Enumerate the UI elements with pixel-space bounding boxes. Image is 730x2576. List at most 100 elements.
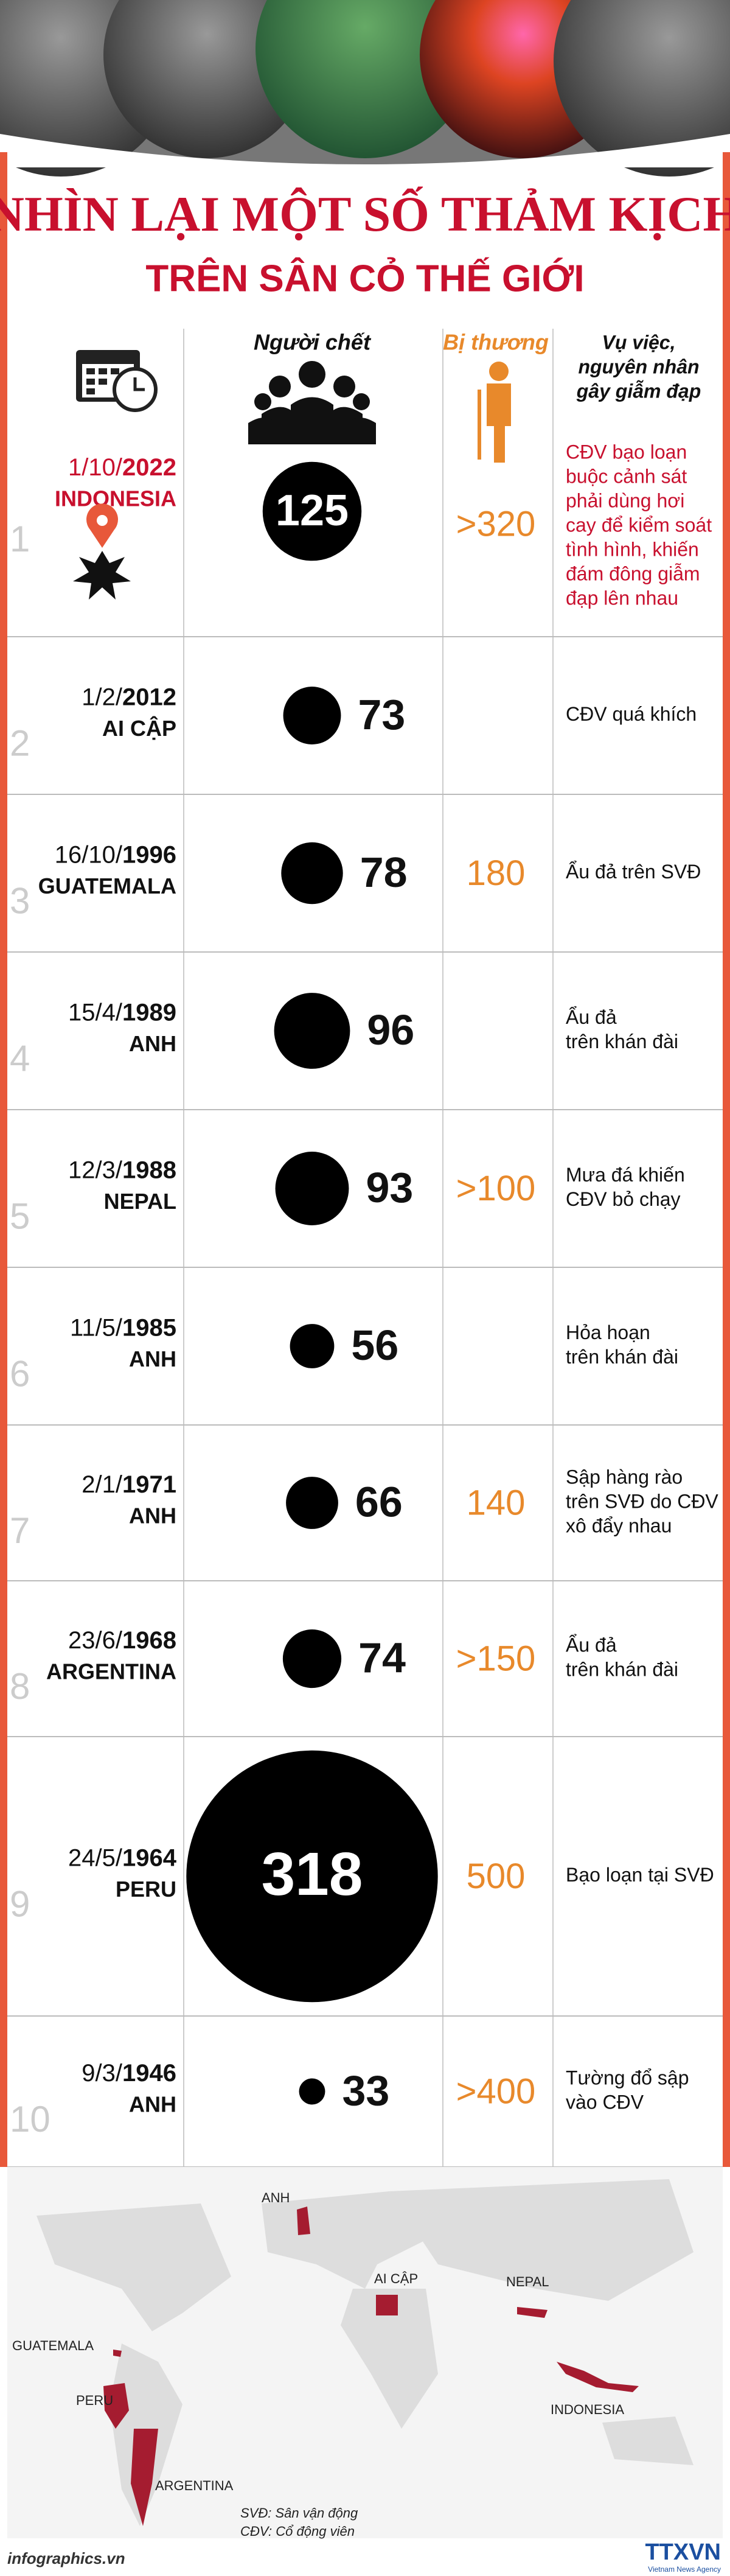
footer-note: CĐV: Cổ động viên — [240, 2524, 355, 2539]
date-year: 1988 — [122, 1157, 176, 1183]
death-circle — [262, 461, 362, 561]
date: 9/3/1946 — [82, 2060, 176, 2087]
date-daymonth: 15/4/ — [68, 999, 123, 1026]
explosion-icon — [73, 551, 131, 600]
row-index: 3 — [10, 880, 30, 921]
pin-dot — [97, 515, 108, 526]
country: INDONESIA — [55, 486, 176, 511]
header-cause: gây giẫm đạp — [576, 380, 701, 402]
cause-line: Ẩu đả — [566, 1006, 617, 1028]
injured-value: >100 — [456, 1169, 536, 1208]
date: 23/6/1968 — [68, 1627, 176, 1654]
cause-line: trên khán đài — [566, 1031, 678, 1052]
people-icon — [248, 361, 376, 444]
death-circle — [282, 1629, 342, 1689]
injured-value: 500 — [467, 1857, 526, 1896]
side-stripe — [723, 152, 730, 2167]
country: PERU — [116, 1877, 176, 1902]
country: ANH — [129, 2092, 176, 2117]
date: 15/4/1989 — [68, 999, 176, 1026]
date-daymonth: 2/1/ — [82, 1471, 123, 1498]
country: AI CẬP — [102, 715, 176, 741]
cause-line: đám đông giẫm — [566, 562, 700, 584]
death-value: 318 — [262, 1840, 363, 1908]
cause-line: phải dùng hơi — [566, 489, 684, 511]
cause-line: Mưa đá khiến — [566, 1164, 685, 1186]
row-index: 9 — [10, 1883, 30, 1924]
country: NEPAL — [104, 1189, 176, 1214]
cause-line: đạp lên nhau — [566, 587, 678, 609]
cause-line: vào CĐV — [566, 2091, 644, 2113]
cause-line: CĐV bạo loạn — [566, 441, 687, 463]
side-stripe — [0, 152, 7, 2167]
date-year: 1946 — [122, 2060, 176, 2087]
cause-line: buộc cảnh sát — [566, 465, 687, 487]
cause-line: Hỏa hoạn — [566, 1321, 650, 1343]
country: GUATEMALA — [38, 873, 176, 898]
subtitle: TRÊN SÂN CỎ THẾ GIỚI — [145, 257, 584, 299]
map-label: ANH — [262, 2190, 290, 2205]
date-daymonth: 16/10/ — [55, 841, 123, 868]
cause-line: Ẩu đả trên SVĐ — [566, 861, 701, 883]
date: 11/5/1985 — [70, 1314, 176, 1341]
header-cause: Vụ việc, — [602, 331, 676, 353]
death-value: 73 — [358, 691, 405, 738]
death-value: 74 — [358, 1634, 406, 1681]
date: 24/5/1964 — [68, 1844, 177, 1871]
map-label: INDONESIA — [551, 2402, 624, 2417]
date: 12/3/1988 — [68, 1157, 176, 1183]
date: 1/10/2022 — [68, 454, 176, 481]
death-value: 125 — [276, 486, 349, 535]
calendar-icon — [76, 350, 158, 412]
date-year: 1971 — [122, 1471, 176, 1498]
injured-icon — [478, 362, 511, 463]
death-value: 93 — [366, 1164, 413, 1211]
death-value: 33 — [342, 2067, 389, 2114]
footer-brand-sub: Vietnam News Agency — [648, 2565, 721, 2574]
death-circle — [283, 687, 341, 744]
map-label: ARGENTINA — [155, 2478, 234, 2493]
footer-note: SVĐ: Sân vận động — [240, 2505, 358, 2521]
death-circle — [275, 1152, 349, 1225]
cause-line: cay để kiểm soát — [566, 514, 712, 536]
header-cause: nguyên nhân — [578, 355, 699, 377]
date-daymonth: 1/2/ — [82, 684, 123, 710]
date: 1/2/2012 — [82, 684, 176, 710]
map: ANH AI CẬP NEPAL GUATEMALA PERU ARGENTIN… — [7, 2167, 723, 2538]
cause-line: Ẩu đả — [566, 1634, 617, 1656]
death-value: 96 — [367, 1006, 414, 1054]
date-daymonth: 23/6/ — [68, 1627, 123, 1654]
injured-value: >150 — [456, 1639, 536, 1678]
date-year: 1989 — [122, 999, 176, 1026]
death-circle — [274, 993, 350, 1069]
death-value: 78 — [360, 849, 408, 896]
country: ANH — [129, 1346, 176, 1371]
row-index: 7 — [10, 1510, 30, 1551]
row-index: 4 — [10, 1038, 30, 1079]
rows: 1 1/10/2022 INDONESIA 125 >320 CĐV bạo loạnbu… — [7, 329, 723, 2168]
death-circle — [290, 1324, 335, 1368]
injured-value: >400 — [456, 2071, 536, 2111]
header-injured: Bị thương — [443, 330, 549, 355]
death-circle — [286, 1477, 338, 1529]
date-daymonth: 9/3/ — [82, 2060, 123, 2087]
map-label: NEPAL — [506, 2274, 549, 2289]
date-year: 1968 — [122, 1627, 176, 1654]
header-deaths: Người chết — [254, 330, 372, 355]
country: ANH — [129, 1503, 176, 1528]
date: 2/1/1971 — [82, 1471, 176, 1498]
injured-value: 140 — [467, 1483, 526, 1522]
injured-value: 180 — [467, 853, 526, 893]
date-year: 1996 — [122, 841, 176, 868]
row-index: 6 — [10, 1353, 30, 1394]
cause-line: trên khán đài — [566, 1346, 678, 1368]
death-value: 66 — [355, 1478, 403, 1525]
date-daymonth: 11/5/ — [70, 1314, 123, 1341]
footer-brand: TTXVN — [645, 2539, 721, 2565]
cause-line: tình hình, khiến — [566, 538, 699, 560]
death-circle — [281, 842, 343, 905]
footer-site: infographics.vn — [7, 2549, 125, 2567]
date-year: 1985 — [122, 1314, 176, 1341]
cause-line: trên khán đài — [566, 1658, 678, 1680]
cause-line: CĐV quá khích — [566, 703, 697, 725]
